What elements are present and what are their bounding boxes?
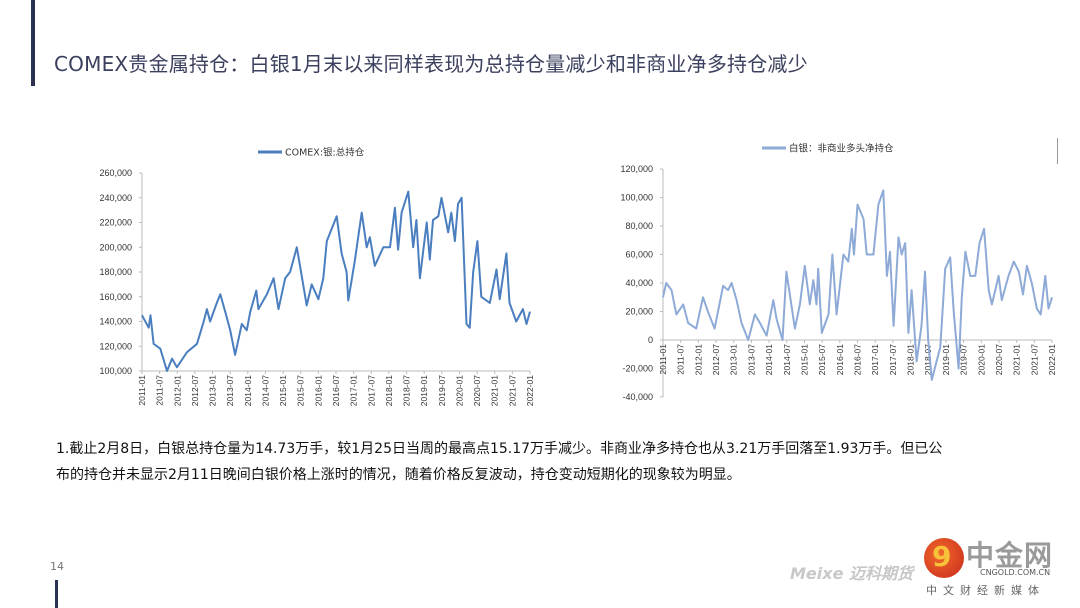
- x-tick-label: 2011-07: [676, 344, 686, 375]
- x-tick-label: 2018-07: [923, 344, 933, 375]
- x-tick-label: 2012-07: [190, 375, 200, 406]
- series-line: [141, 190, 531, 372]
- x-tick-label: 2016-07: [331, 375, 341, 406]
- x-tick-label: 2017-07: [888, 344, 898, 375]
- cngold-logo: Meixe 迈科期货 9 中金网 CNGOLD.COM.CN 中文财经新媒体: [790, 534, 1078, 604]
- y-tick-label: 200,000: [99, 242, 132, 252]
- y-tick-label: 240,000: [99, 193, 132, 203]
- y-tick-label: 220,000: [99, 218, 132, 228]
- x-tick-label: 2015-01: [799, 344, 809, 375]
- footer-accent-bar: [55, 580, 58, 608]
- x-tick-label: 2019-07: [959, 344, 969, 375]
- body-text-line-1: 1.截止2月8日，白银总持仓量为14.73万手，较1月25日当周的最高点15.1…: [56, 441, 943, 457]
- y-tick-label: 260,000: [99, 168, 132, 178]
- y-tick-label: 80,000: [625, 221, 653, 231]
- x-tick-label: 2015-01: [278, 375, 288, 406]
- y-tick-label: 160,000: [99, 292, 132, 302]
- x-tick-label: 2016-07: [853, 344, 863, 375]
- x-tick-label: 2011-01: [658, 344, 668, 375]
- y-tick-label: 60,000: [625, 250, 653, 260]
- x-tick-label: 2017-01: [349, 375, 359, 406]
- x-tick-label: 2022-01: [525, 375, 535, 406]
- x-tick-label: 2019-01: [419, 375, 429, 406]
- page-number: 14: [50, 560, 64, 573]
- y-tick-label: -40,000: [622, 392, 653, 402]
- x-tick-label: 2019-07: [437, 375, 447, 406]
- logo-name: 中金网: [966, 539, 1054, 572]
- logo-circle-icon: [924, 538, 964, 578]
- x-tick-label: 2014-07: [260, 375, 270, 406]
- x-tick-label: 2020-07: [472, 375, 482, 406]
- y-tick-label: 100,000: [99, 366, 132, 376]
- x-tick-label: 2022-01: [1047, 344, 1057, 375]
- logo-swirl-icon: 9: [932, 540, 952, 573]
- x-tick-label: 2016-01: [313, 375, 323, 406]
- y-tick-label: 120,000: [620, 164, 653, 174]
- y-tick-label: -20,000: [622, 364, 653, 374]
- slide-title: COMEX贵金属持仓：白银1月末以来同样表现为总持仓量减少和非商业净多持仓减少: [54, 52, 808, 76]
- x-tick-label: 2014-01: [764, 344, 774, 375]
- x-tick-label: 2013-07: [746, 344, 756, 375]
- y-tick-label: 0: [648, 335, 653, 345]
- x-tick-label: 2013-07: [225, 375, 235, 406]
- series-line: [662, 189, 1053, 381]
- x-tick-label: 2021-07: [1029, 344, 1039, 375]
- x-tick-label: 2015-07: [817, 344, 827, 375]
- x-tick-label: 2011-01: [137, 375, 147, 406]
- x-tick-label: 2020-07: [994, 344, 1004, 375]
- x-tick-label: 2012-01: [693, 344, 703, 375]
- x-tick-label: 2017-01: [870, 344, 880, 375]
- x-tick-label: 2020-01: [454, 375, 464, 406]
- x-tick-label: 2019-01: [941, 344, 951, 375]
- x-tick-label: 2011-07: [155, 375, 165, 406]
- x-tick-label: 2015-07: [296, 375, 306, 406]
- x-tick-label: 2017-07: [366, 375, 376, 406]
- logo-domain: CNGOLD.COM.CN: [980, 568, 1051, 577]
- y-tick-label: 180,000: [99, 267, 132, 277]
- legend-label: 白银：非商业多头净持仓: [789, 143, 894, 155]
- x-tick-label: 2012-01: [172, 375, 182, 406]
- y-tick-label: 140,000: [99, 317, 132, 327]
- x-tick-label: 2018-07: [402, 375, 412, 406]
- y-tick-label: 120,000: [99, 341, 132, 351]
- y-tick-label: 40,000: [625, 278, 653, 288]
- x-tick-label: 2018-01: [906, 344, 916, 375]
- x-tick-label: 2013-01: [729, 344, 739, 375]
- x-tick-label: 2014-01: [243, 375, 253, 406]
- x-tick-label: 2012-07: [711, 344, 721, 375]
- x-tick-label: 2016-01: [835, 344, 845, 375]
- legend-label: COMEX:银:总持仓: [285, 147, 365, 159]
- y-tick-label: 20,000: [625, 307, 653, 317]
- x-tick-label: 2021-07: [507, 375, 517, 406]
- x-tick-label: 2020-01: [976, 344, 986, 375]
- body-text-line-2: 布的持仓并未显示2月11日晚间白银价格上涨时的情况，随着价格反复波动，持仓变动短…: [56, 467, 741, 483]
- x-tick-label: 2018-01: [384, 375, 394, 406]
- title-accent-bar: [31, 0, 35, 86]
- watermark-logo: Meixe 迈科期货: [790, 564, 914, 583]
- x-tick-label: 2013-01: [208, 375, 218, 406]
- y-tick-label: 100,000: [620, 193, 653, 203]
- logo-slogan: 中文财经新媒体: [926, 584, 1045, 597]
- x-tick-label: 2014-07: [782, 344, 792, 375]
- chart-border-fragment: [1057, 138, 1058, 164]
- x-tick-label: 2021-01: [490, 375, 500, 406]
- x-tick-label: 2021-01: [1012, 344, 1022, 375]
